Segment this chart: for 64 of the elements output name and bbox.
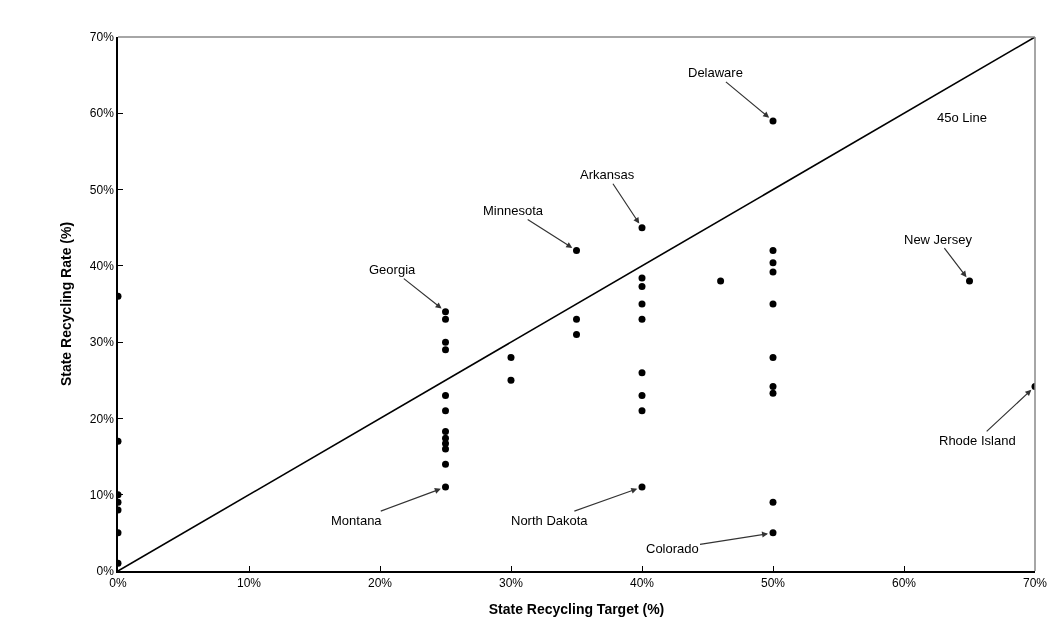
annotation: Colorado xyxy=(646,541,699,556)
y-axis-title: State Recycling Rate (%) xyxy=(57,221,74,387)
point xyxy=(442,483,449,491)
point xyxy=(638,369,646,377)
x-tick-label: 40% xyxy=(629,576,655,591)
y-tick-label: 20% xyxy=(89,411,115,426)
point xyxy=(638,300,646,308)
x-tick-label: 30% xyxy=(498,576,524,591)
point xyxy=(769,117,777,125)
point xyxy=(507,376,515,384)
point xyxy=(769,268,777,276)
x-tick-label: 20% xyxy=(367,576,393,591)
annotation: New Jersey xyxy=(904,232,973,247)
point xyxy=(769,353,777,361)
point xyxy=(638,224,646,232)
y-tick-label: 60% xyxy=(89,106,115,121)
point xyxy=(769,389,777,397)
point xyxy=(442,338,449,346)
point xyxy=(442,308,449,316)
point xyxy=(769,247,777,255)
point xyxy=(769,300,777,308)
point xyxy=(442,445,449,453)
x-tick-label: 0% xyxy=(109,576,127,591)
annotation: Georgia xyxy=(369,262,417,277)
y-tick-label: 30% xyxy=(89,335,115,350)
y-tick-label: 70% xyxy=(89,30,115,45)
point xyxy=(442,460,449,468)
annotation: North Dakota xyxy=(511,513,589,528)
point xyxy=(966,277,973,285)
annotation: Rhode Island xyxy=(939,433,1016,448)
annotation: 45o Line xyxy=(937,110,987,125)
point xyxy=(573,247,580,255)
point xyxy=(638,392,646,400)
point xyxy=(717,277,725,285)
point xyxy=(769,498,777,506)
x-tick-label: 60% xyxy=(891,576,917,591)
point xyxy=(442,407,449,415)
point xyxy=(507,353,515,361)
y-tick-label: 40% xyxy=(89,259,115,274)
point xyxy=(573,331,580,339)
annotation: Arkansas xyxy=(580,167,635,182)
x-axis-title: State Recycling Target (%) xyxy=(488,600,665,617)
x-tick-label: 10% xyxy=(236,576,262,591)
point xyxy=(442,315,449,323)
point xyxy=(638,274,646,282)
point xyxy=(638,282,646,290)
point xyxy=(769,529,777,537)
point xyxy=(638,483,646,491)
point xyxy=(769,259,777,267)
point xyxy=(769,382,777,390)
point xyxy=(573,315,580,323)
point xyxy=(442,427,449,435)
point xyxy=(442,392,449,400)
annotation: Minnesota xyxy=(483,203,544,218)
point xyxy=(638,315,646,323)
x-tick-label: 50% xyxy=(760,576,786,591)
y-tick-label: 50% xyxy=(89,182,115,197)
annotation: Montana xyxy=(331,513,383,528)
y-tick-label: 10% xyxy=(89,487,115,502)
x-tick-label: 70% xyxy=(1022,576,1048,591)
point xyxy=(638,407,646,415)
annotation: Delaware xyxy=(688,65,743,80)
y-tick-label: 0% xyxy=(96,564,115,579)
point xyxy=(442,346,449,354)
